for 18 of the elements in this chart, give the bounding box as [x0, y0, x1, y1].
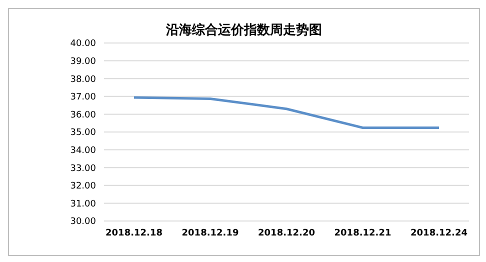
y-tick-label: 32.00: [70, 182, 96, 192]
x-tick-label: 2018.12.19: [182, 228, 239, 238]
x-tick-label: 2018.12.21: [334, 228, 392, 238]
line-series: [132, 96, 440, 129]
x-tick-label: 2018.12.24: [410, 228, 468, 238]
y-tick-label: 40.00: [70, 39, 96, 50]
y-tick-label: 38.00: [70, 74, 96, 85]
chart-title: 沿海综合运价指数周走势图: [165, 22, 323, 39]
x-tick-label: 2018.12.20: [258, 228, 315, 238]
y-tick-label: 39.00: [70, 56, 96, 67]
y-tick-label: 30.00: [70, 217, 96, 228]
y-tick-label: 33.00: [70, 164, 96, 174]
x-tick-label: 2018.12.18: [106, 228, 162, 238]
y-tick-label: 31.00: [70, 199, 96, 210]
y-tick-label: 34.00: [70, 146, 96, 156]
y-tick-label: 35.00: [70, 128, 96, 138]
y-tick-label: 36.00: [70, 110, 96, 120]
y-tick-label: 37.00: [70, 92, 96, 103]
